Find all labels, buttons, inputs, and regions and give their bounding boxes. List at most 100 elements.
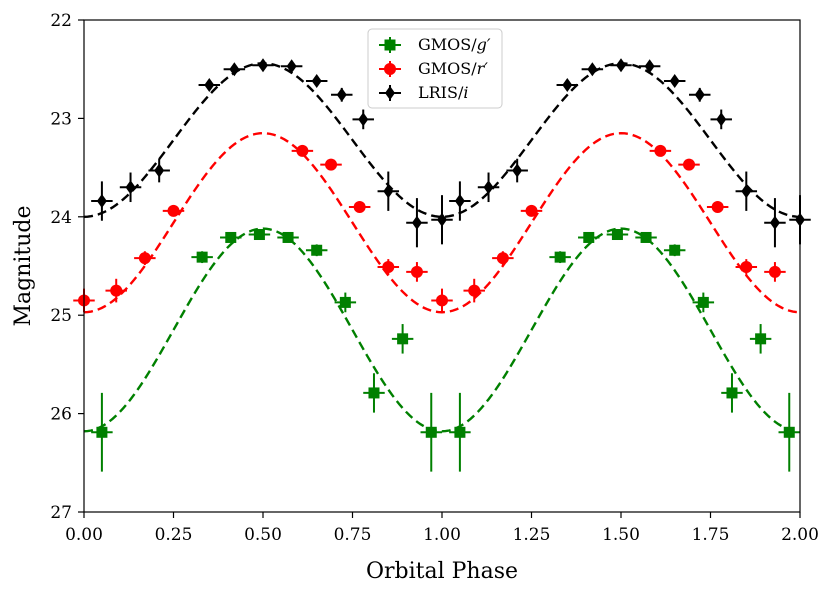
point-marker xyxy=(683,158,696,171)
y-tick-label: 23 xyxy=(50,109,72,129)
legend-label-base: GMOS/ xyxy=(418,59,477,78)
legend-label: GMOS/g′ xyxy=(418,35,491,54)
point-marker xyxy=(368,387,380,399)
legend-label-base: LRIS/ xyxy=(418,83,464,102)
point-marker xyxy=(644,59,655,74)
data-point xyxy=(119,172,142,203)
data-point xyxy=(406,262,428,282)
data-point xyxy=(581,62,604,77)
point-marker xyxy=(358,112,369,127)
data-point xyxy=(105,278,127,303)
data-point xyxy=(252,58,274,73)
data-point xyxy=(280,59,303,74)
data-point xyxy=(305,244,328,257)
point-marker xyxy=(454,194,465,209)
data-point xyxy=(449,392,471,472)
y-tick-label: 22 xyxy=(50,11,72,31)
legend-marker xyxy=(384,63,396,75)
ticks-layer: 0.00 0.25 0.50 0.75 1.00 1.25 1.50 1.75 2.00 22 23… xyxy=(50,11,819,545)
point-marker xyxy=(740,260,753,273)
data-point xyxy=(363,373,385,413)
data-point xyxy=(635,231,657,243)
x-tick-label: 1.50 xyxy=(602,525,640,545)
data-point xyxy=(305,74,328,89)
point-marker xyxy=(96,426,108,438)
data-point xyxy=(649,144,672,157)
point-marker xyxy=(96,194,107,209)
point-marker xyxy=(253,229,265,241)
point-marker xyxy=(562,77,573,92)
data-point xyxy=(556,77,579,92)
legend-label: GMOS/r′ xyxy=(418,59,488,78)
point-marker xyxy=(741,184,752,199)
legend: GMOS/g′ GMOS/r′ LRIS/i xyxy=(367,28,503,109)
data-point xyxy=(663,244,686,257)
point-marker xyxy=(138,252,151,265)
data-point xyxy=(348,200,371,213)
x-tick-label: 0.25 xyxy=(155,525,193,545)
data-point xyxy=(291,144,314,157)
point-marker xyxy=(587,62,598,77)
data-point xyxy=(749,324,772,354)
x-tick-label: 1.25 xyxy=(513,525,551,545)
model-curve xyxy=(83,131,801,314)
point-marker xyxy=(554,251,566,263)
point-marker xyxy=(258,58,268,73)
data-point xyxy=(610,58,632,73)
point-marker xyxy=(296,144,309,157)
data-point xyxy=(406,198,428,248)
series-0 xyxy=(83,227,801,472)
point-marker xyxy=(311,74,322,89)
data-point xyxy=(721,373,743,413)
x-tick-label: 1.75 xyxy=(692,525,730,545)
point-marker xyxy=(110,284,123,297)
point-marker xyxy=(383,184,394,199)
data-point xyxy=(91,181,113,221)
point-marker xyxy=(353,200,366,213)
point-marker xyxy=(397,333,409,345)
legend-entry: GMOS/r′ xyxy=(379,59,488,78)
data-point xyxy=(320,158,342,171)
point-marker xyxy=(204,77,215,92)
point-marker xyxy=(783,426,795,438)
x-tick-label: 1.00 xyxy=(423,525,461,545)
data-point xyxy=(248,229,271,241)
model-curve xyxy=(83,62,801,219)
y-tick-label: 24 xyxy=(50,208,72,228)
point-marker xyxy=(616,58,626,73)
x-tick-label: 0.50 xyxy=(244,525,282,545)
point-marker xyxy=(436,294,448,307)
point-marker xyxy=(225,231,237,243)
point-marker xyxy=(669,244,681,256)
point-marker xyxy=(167,204,180,217)
point-marker xyxy=(196,251,208,263)
y-tick-label: 26 xyxy=(50,405,72,425)
data-point xyxy=(334,292,357,313)
legend-label-base: GMOS/ xyxy=(418,35,477,54)
data-point xyxy=(220,231,242,243)
point-marker xyxy=(425,426,437,438)
data-point xyxy=(191,251,213,264)
series-1 xyxy=(73,131,801,314)
data-point xyxy=(162,204,185,217)
point-marker xyxy=(411,215,422,230)
data-point xyxy=(706,200,729,213)
data-point xyxy=(431,195,453,245)
data-point xyxy=(463,278,485,303)
point-marker xyxy=(654,144,667,157)
point-marker xyxy=(525,204,538,217)
data-point xyxy=(638,59,661,74)
legend-label: LRIS/i xyxy=(418,83,468,102)
data-point xyxy=(764,262,786,282)
point-marker xyxy=(755,333,767,345)
point-marker xyxy=(410,265,423,278)
data-point xyxy=(223,62,246,77)
legend-entry: GMOS/g′ xyxy=(379,35,491,54)
legend-label-filter: g′ xyxy=(477,35,491,54)
data-point xyxy=(91,392,113,472)
point-marker xyxy=(716,112,727,127)
point-marker xyxy=(496,252,509,265)
point-marker xyxy=(694,87,705,102)
x-tick-label: 2.00 xyxy=(781,525,819,545)
